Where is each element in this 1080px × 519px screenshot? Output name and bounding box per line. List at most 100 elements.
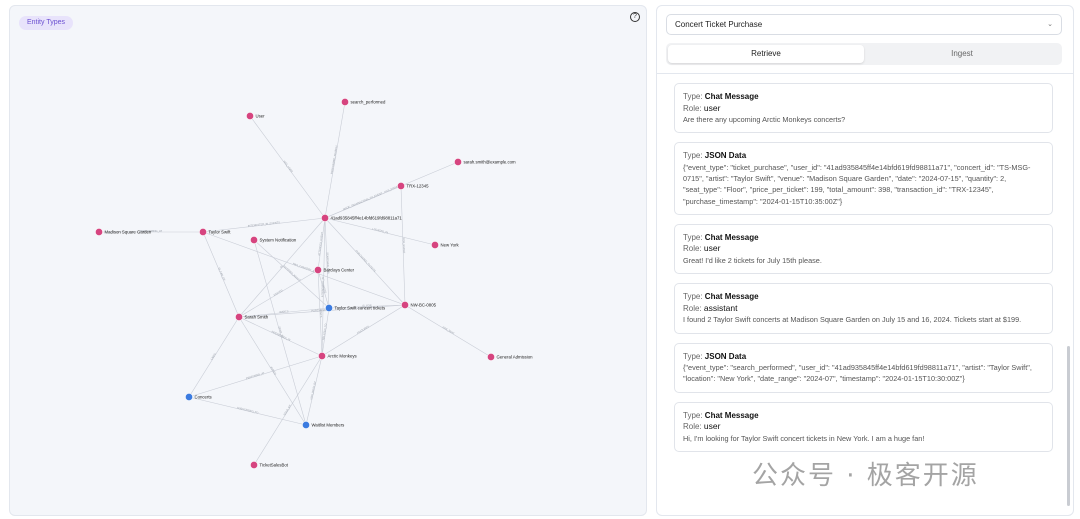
graph-node-tsmsg[interactable]: [401, 301, 409, 309]
node-label: Concerts: [195, 395, 212, 400]
graph-node-user[interactable]: [246, 112, 254, 120]
edge-label: LOCATED_IN: [372, 227, 389, 235]
graph-edge[interactable]: [321, 217, 326, 357]
role-key: Role:: [683, 103, 704, 113]
graph-node-trx[interactable]: [397, 182, 405, 190]
message-card[interactable]: Type: Chat Message Role: user Hi, I'm look…: [674, 401, 1053, 452]
graph-edge[interactable]: [324, 217, 406, 306]
graph-node-tstickets[interactable]: [325, 304, 333, 312]
graph-edge[interactable]: [253, 239, 330, 309]
graph-edge[interactable]: [238, 304, 406, 318]
graph-edge[interactable]: [202, 217, 326, 233]
node-label: System Notification: [260, 238, 297, 243]
message-body: Great! I'd like 2 tickets for July 15th …: [683, 255, 822, 265]
message-role-line: Role: user: [683, 103, 1044, 115]
graph-node-ticketsales[interactable]: [250, 461, 258, 469]
message-card[interactable]: Type: JSON Data {"event_type": "ticket_pu…: [674, 142, 1053, 215]
graph-node-sysnote[interactable]: [250, 236, 258, 244]
graph-node-newyork[interactable]: [431, 241, 439, 249]
edge-label: FOR_EVENT: [402, 238, 407, 254]
graph-edge[interactable]: [321, 307, 330, 357]
graph-node-sarah[interactable]: [235, 313, 243, 321]
graph-edge[interactable]: [321, 304, 406, 357]
message-role: assistant: [703, 302, 738, 313]
message-card[interactable]: Type: JSON Data {"event_type": "search_pe…: [674, 342, 1053, 393]
graph-edge[interactable]: [404, 304, 492, 358]
edge-label: FEATURES: [356, 324, 370, 335]
node-label: Taylor Swift concert tickets: [335, 306, 386, 311]
role-key: Role:: [683, 244, 704, 254]
edge-label: VISITED: [273, 288, 284, 297]
edge-label: HOSTS: [321, 284, 327, 294]
graph-edge[interactable]: [400, 185, 406, 306]
graph-node-taylor[interactable]: [199, 228, 207, 236]
graph-edge[interactable]: [317, 269, 323, 357]
graph-edge[interactable]: [253, 239, 307, 426]
message-body: Are there any upcoming Arctic Monkeys co…: [683, 115, 846, 124]
scenario-select[interactable]: Concert Ticket Purchase ⌄: [666, 14, 1062, 35]
graph-node-search_performed[interactable]: [341, 98, 349, 106]
graph-panel[interactable]: HAS_USER PERFORMED_SEARCH HAS_EMAIL MADE_TR…: [9, 5, 647, 516]
graph-edge[interactable]: [317, 217, 326, 271]
graph-edge[interactable]: [317, 269, 330, 309]
help-icon[interactable]: ?: [630, 12, 640, 22]
message-card[interactable]: Type: Chat Message Role: user Great! I'd l…: [674, 223, 1053, 275]
edge-label: INTERESTED_IN_EVENTS: [248, 220, 281, 228]
message-type: Chat Message: [704, 410, 759, 420]
graph-edge[interactable]: [328, 304, 406, 309]
knowledge-graph[interactable]: HAS_USER PERFORMED_SEARCH HAS_EMAILMADE_TR…: [10, 6, 647, 516]
graph-edge[interactable]: [324, 101, 346, 219]
graph-node-email[interactable]: [454, 158, 462, 166]
graph-node-concerts[interactable]: [185, 393, 193, 401]
divider: [657, 73, 1073, 74]
node-label: sarah.smith@example.com: [464, 160, 517, 165]
message-card[interactable]: Type: Chat Message Role: user Are there an…: [674, 83, 1053, 134]
type-key: Type:: [683, 92, 705, 101]
edge-label: PERFORMING_AT: [140, 229, 163, 233]
graph-edge[interactable]: [324, 217, 330, 309]
edge-label: PERFORMS_AT: [245, 371, 265, 381]
message-body: I found 2 Taylor Swift concerts at Madis…: [683, 315, 1022, 325]
graph-edge[interactable]: [253, 355, 323, 466]
edge-label: PURCHASED_BY: [311, 307, 333, 313]
graph-node-msg[interactable]: [95, 228, 103, 236]
graph-node-barclays[interactable]: [314, 266, 322, 274]
node-label: Sarah Smith: [245, 315, 269, 320]
graph-node-arctic[interactable]: [318, 352, 326, 360]
graph-edge[interactable]: [238, 307, 330, 318]
type-key: Type:: [683, 351, 705, 361]
mode-tabs: Retrieve Ingest: [666, 43, 1062, 65]
message-type: Chat Message: [704, 292, 759, 302]
edge-label: SUBSCRIBED_TO: [237, 406, 259, 415]
node-label: Waitlist Members: [312, 423, 345, 428]
message-role: user: [703, 243, 721, 254]
graph-edge[interactable]: [324, 217, 436, 246]
graph-edge[interactable]: [249, 115, 326, 219]
message-role: user: [703, 421, 721, 432]
message-type: JSON Data: [704, 351, 747, 361]
graph-edge[interactable]: [188, 316, 240, 398]
message-list[interactable]: Type: Chat Message Role: user Are there an…: [674, 83, 1053, 461]
graph-edge[interactable]: [202, 231, 240, 318]
graph-edge[interactable]: [238, 269, 319, 318]
graph-edge[interactable]: [305, 355, 323, 426]
graph-edge[interactable]: [238, 217, 326, 318]
graph-node-waitlist[interactable]: [302, 421, 310, 429]
graph-edge[interactable]: [188, 355, 323, 398]
graph-node-genadm[interactable]: [487, 353, 495, 361]
scrollbar[interactable]: [1067, 346, 1070, 506]
node-label: User: [256, 114, 266, 119]
message-card[interactable]: Type: Chat Message Role: assistant I found…: [674, 283, 1053, 334]
graph-node-hash[interactable]: [321, 214, 329, 222]
message-body: {"event_type": "search_performed", "user…: [683, 363, 1032, 384]
entity-types-badge[interactable]: Entity Types: [19, 16, 74, 30]
graph-edge[interactable]: [238, 316, 323, 357]
graph-edge[interactable]: [324, 185, 402, 219]
edge-label: SEARCHED_FOR: [326, 252, 331, 274]
tab-ingest[interactable]: Ingest: [951, 49, 973, 58]
node-label: Arctic Monkeys: [328, 354, 357, 359]
graph-edge[interactable]: [202, 231, 406, 306]
tab-retrieve[interactable]: Retrieve: [668, 45, 864, 63]
message-role: user: [703, 102, 721, 113]
graph-edge[interactable]: [188, 396, 307, 426]
